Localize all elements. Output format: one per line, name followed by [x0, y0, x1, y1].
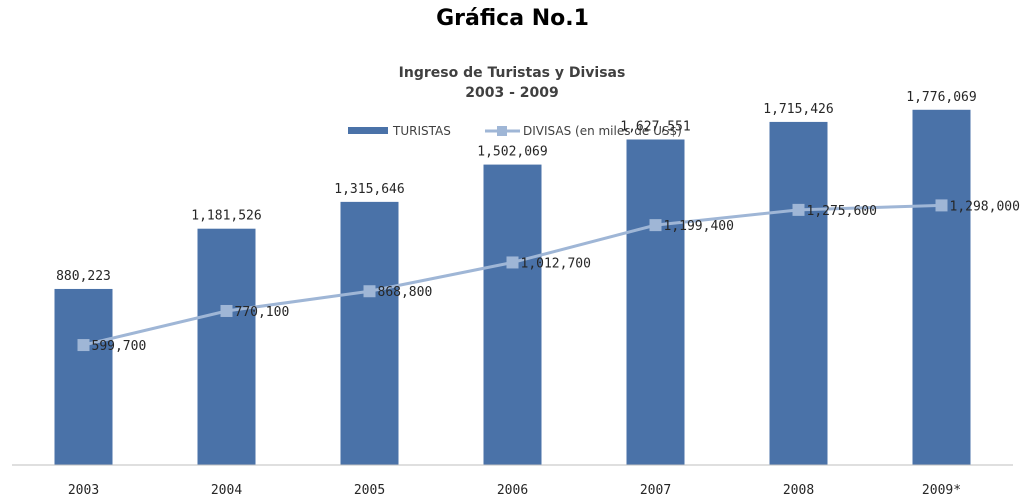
point-label-divisas-2008: 1,275,600: [807, 204, 877, 219]
point-label-divisas-2007: 1,199,400: [664, 219, 734, 234]
bar-label-turistas-2005: 1,315,646: [334, 182, 404, 197]
bar-label-turistas-2006: 1,502,069: [477, 145, 547, 160]
x-tick-label-2006: 2006: [497, 483, 528, 498]
bar-turistas-2006: [483, 164, 542, 466]
point-divisas-2006: [506, 256, 519, 269]
x-tick-label-2009*: 2009*: [922, 483, 961, 498]
x-tick-label-2008: 2008: [783, 483, 814, 498]
point-label-divisas-2003: 599,700: [92, 339, 147, 354]
bar-turistas-2004: [197, 228, 256, 465]
point-divisas-2005: [363, 285, 376, 298]
x-tick-label-2005: 2005: [354, 483, 385, 498]
bar-label-turistas-2007: 1,627,551: [620, 119, 690, 134]
chart-title: Ingreso de Turistas y Divisas: [399, 65, 626, 81]
legend-divisas-label: DIVISAS (en miles de US$): [523, 124, 682, 138]
point-divisas-2008: [792, 203, 805, 216]
bar-turistas-2009*: [912, 109, 971, 466]
bar-turistas-2007: [626, 139, 685, 465]
point-divisas-2009*: [935, 199, 948, 212]
bar-turistas-2005: [340, 201, 399, 466]
x-tick-label-2003: 2003: [68, 483, 99, 498]
page-heading: Gráfica No.1: [436, 6, 589, 31]
point-divisas-2007: [649, 219, 662, 232]
legend: TURISTAS DIVISAS (en miles de US$): [348, 124, 682, 138]
legend-turistas-label: TURISTAS: [392, 124, 451, 138]
point-label-divisas-2005: 868,800: [378, 285, 433, 300]
legend-line-marker: [497, 126, 507, 136]
x-tick-label-2004: 2004: [211, 483, 242, 498]
point-divisas-2003: [77, 339, 90, 352]
bar-turistas-2008: [769, 121, 828, 466]
bar-label-turistas-2003: 880,223: [56, 269, 111, 284]
bar-label-turistas-2004: 1,181,526: [191, 209, 261, 224]
point-label-divisas-2004: 770,100: [235, 305, 290, 320]
legend-bar-swatch: [348, 127, 388, 134]
bar-label-turistas-2009*: 1,776,069: [906, 90, 976, 105]
point-divisas-2004: [220, 304, 233, 317]
bar-turistas-2003: [54, 288, 113, 465]
chart-subtitle: 2003 - 2009: [465, 85, 559, 101]
point-label-divisas-2009*: 1,298,000: [950, 199, 1020, 214]
bar-label-turistas-2008: 1,715,426: [763, 102, 833, 117]
x-tick-label-2007: 2007: [640, 483, 671, 498]
point-label-divisas-2006: 1,012,700: [521, 256, 591, 271]
